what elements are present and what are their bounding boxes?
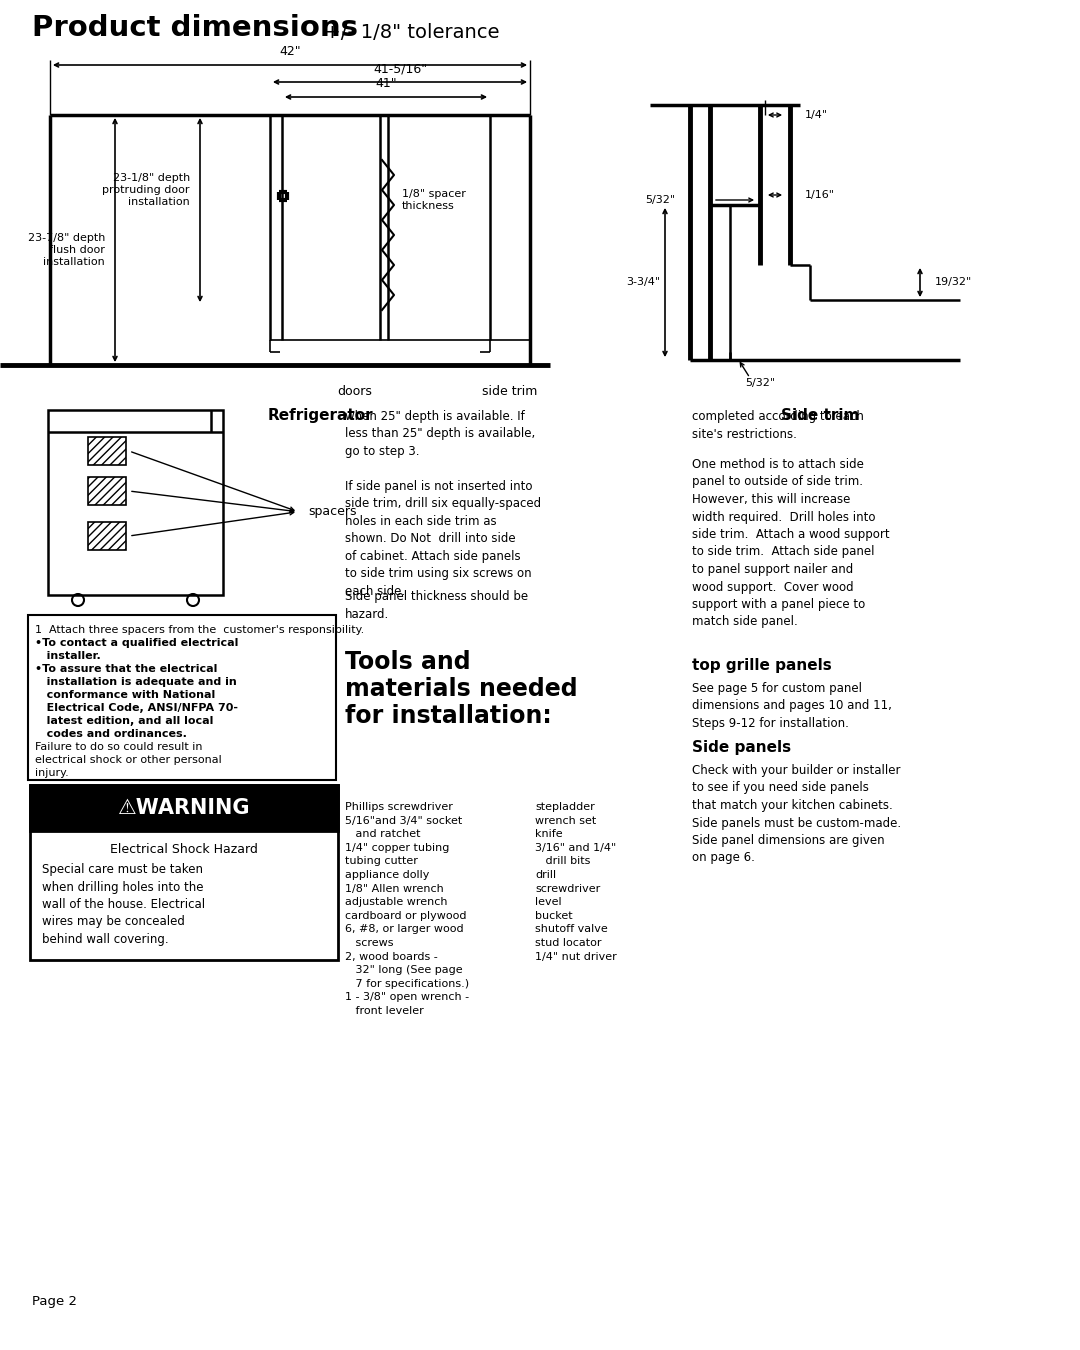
Text: 23-1/8" depth
protruding door
installation: 23-1/8" depth protruding door installati…	[103, 173, 190, 207]
Text: Side panels: Side panels	[692, 740, 792, 755]
Text: Product dimensions: Product dimensions	[32, 14, 357, 42]
Text: 41-5/16": 41-5/16"	[373, 62, 427, 76]
Text: completed according to each
site's restrictions.: completed according to each site's restr…	[692, 410, 864, 440]
Text: installation is adequate and in: installation is adequate and in	[35, 676, 237, 687]
Text: One method is to attach side
panel to outside of side trim.
However, this will i: One method is to attach side panel to ou…	[692, 458, 890, 629]
Text: •To contact a qualified electrical: •To contact a qualified electrical	[35, 639, 239, 648]
Bar	[28, 616, 336, 780]
Text: 5/32": 5/32"	[745, 378, 775, 387]
Text: spacers: spacers	[308, 505, 356, 518]
Text: codes and ordinances.: codes and ordinances.	[35, 729, 187, 738]
Text: Check with your builder or installer
to see if you need side panels
that match y: Check with your builder or installer to …	[692, 764, 901, 864]
Text: 1/4": 1/4"	[805, 109, 828, 120]
Text: •To assure that the electrical: •To assure that the electrical	[35, 664, 217, 674]
Text: If side panel is not inserted into
side trim, drill six equally-spaced
holes in : If side panel is not inserted into side …	[345, 481, 541, 598]
Bar	[87, 437, 126, 464]
Text: top grille panels: top grille panels	[692, 657, 832, 674]
Text: stepladder
wrench set
knife
3/16" and 1/4"
   drill bits
drill
screwdriver
level: stepladder wrench set knife 3/16" and 1/…	[535, 802, 617, 961]
Text: 1  Attach three spacers from the  customer's responsibility.: 1 Attach three spacers from the customer…	[35, 625, 364, 634]
Text: installer.: installer.	[35, 651, 100, 661]
Bar	[87, 522, 126, 549]
Text: 23-7/8" depth
flush door
installation: 23-7/8" depth flush door installation	[28, 234, 105, 266]
Text: Side trim: Side trim	[781, 408, 860, 423]
Text: latest edition, and all local: latest edition, and all local	[35, 716, 214, 726]
Bar	[30, 784, 338, 832]
Text: doors: doors	[338, 385, 373, 398]
Text: Refrigerator: Refrigerator	[267, 408, 373, 423]
Text: 5/32": 5/32"	[645, 194, 675, 205]
Bar	[30, 784, 338, 960]
Text: Special care must be taken
when drilling holes into the
wall of the house. Elect: Special care must be taken when drilling…	[42, 863, 205, 946]
Text: 41": 41"	[375, 77, 396, 90]
Text: injury.: injury.	[35, 768, 69, 778]
Text: 3-3/4": 3-3/4"	[626, 278, 660, 288]
Text: Page 2: Page 2	[32, 1295, 77, 1308]
Text: Tools and
materials needed
for installation:: Tools and materials needed for installat…	[345, 649, 578, 728]
Text: electrical shock or other personal: electrical shock or other personal	[35, 755, 221, 765]
Text: See page 5 for custom panel
dimensions and pages 10 and 11,
Steps 9-12 for insta: See page 5 for custom panel dimensions a…	[692, 682, 892, 730]
Text: Electrical Shock Hazard: Electrical Shock Hazard	[110, 842, 258, 856]
Text: Side panel thickness should be
hazard.: Side panel thickness should be hazard.	[345, 590, 528, 621]
Text: 1/8" spacer
thickness: 1/8" spacer thickness	[402, 189, 465, 211]
Bar	[48, 410, 222, 595]
Text: when 25" depth is available. If
less than 25" depth is available,
go to step 3.: when 25" depth is available. If less tha…	[345, 410, 536, 458]
Text: 42": 42"	[280, 45, 301, 58]
Text: +/- 1/8" tolerance: +/- 1/8" tolerance	[318, 23, 499, 42]
Text: conformance with National: conformance with National	[35, 690, 215, 701]
Bar	[87, 477, 126, 505]
Text: Phillips screwdriver
5/16"and 3/4" socket
   and ratchet
1/4" copper tubing
tubi: Phillips screwdriver 5/16"and 3/4" socke…	[345, 802, 469, 1017]
Text: Electrical Code, ANSI/NFPA 70-: Electrical Code, ANSI/NFPA 70-	[35, 703, 238, 713]
Text: side trim: side trim	[483, 385, 538, 398]
Text: Failure to do so could result in: Failure to do so could result in	[35, 743, 203, 752]
Text: 1/16": 1/16"	[805, 190, 835, 200]
Text: ⚠WARNING: ⚠WARNING	[118, 798, 251, 818]
Text: 19/32": 19/32"	[935, 278, 972, 288]
